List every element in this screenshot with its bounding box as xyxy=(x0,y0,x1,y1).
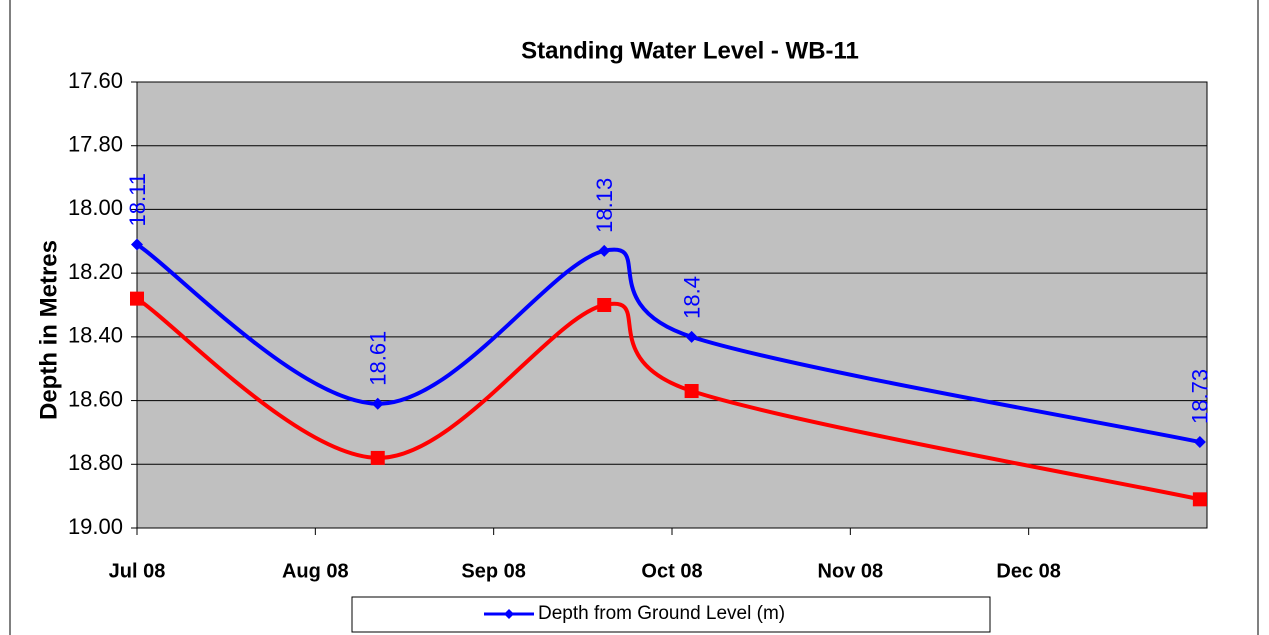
y-tick-label: 17.60 xyxy=(68,68,123,93)
x-tick-label: Sep 08 xyxy=(461,560,525,582)
marker xyxy=(598,244,611,257)
data-label: 18.61 xyxy=(366,331,391,386)
marker xyxy=(1193,435,1206,448)
y-tick-label: 17.80 xyxy=(68,132,123,157)
marker xyxy=(1192,492,1207,507)
marker xyxy=(685,330,698,343)
legend-marker xyxy=(504,609,514,619)
marker xyxy=(597,298,612,312)
marker xyxy=(130,291,144,306)
chart-title: Standing Water Level - WB-11 xyxy=(521,37,859,64)
legend-box xyxy=(351,596,991,633)
x-tick-label: Aug 08 xyxy=(282,560,349,582)
y-axis-label: Depth in Metres xyxy=(35,240,62,420)
x-tick-label: Oct 08 xyxy=(641,560,702,582)
marker xyxy=(131,238,143,251)
marker xyxy=(370,450,385,465)
y-tick-label: 18.40 xyxy=(68,323,123,348)
y-tick-label: 18.00 xyxy=(68,195,123,220)
x-tick-label: Dec 08 xyxy=(996,560,1061,582)
y-tick-label: 18.60 xyxy=(68,386,123,411)
y-tick-label: 18.80 xyxy=(68,450,123,475)
plot-area xyxy=(136,81,1208,529)
data-label: 18.4 xyxy=(679,276,704,319)
legend-label: Depth from Ground Level (m) xyxy=(538,603,785,624)
data-label: 18.11 xyxy=(125,173,150,226)
x-tick-label: Jul 08 xyxy=(109,560,166,582)
x-tick-label: Nov 08 xyxy=(818,560,884,582)
marker xyxy=(371,397,384,410)
data-label: 18.73 xyxy=(1188,369,1213,424)
y-tick-label: 18.20 xyxy=(68,259,123,284)
data-label: 18.13 xyxy=(592,178,617,233)
marker xyxy=(684,384,699,399)
y-tick-label: 19.00 xyxy=(68,514,123,539)
